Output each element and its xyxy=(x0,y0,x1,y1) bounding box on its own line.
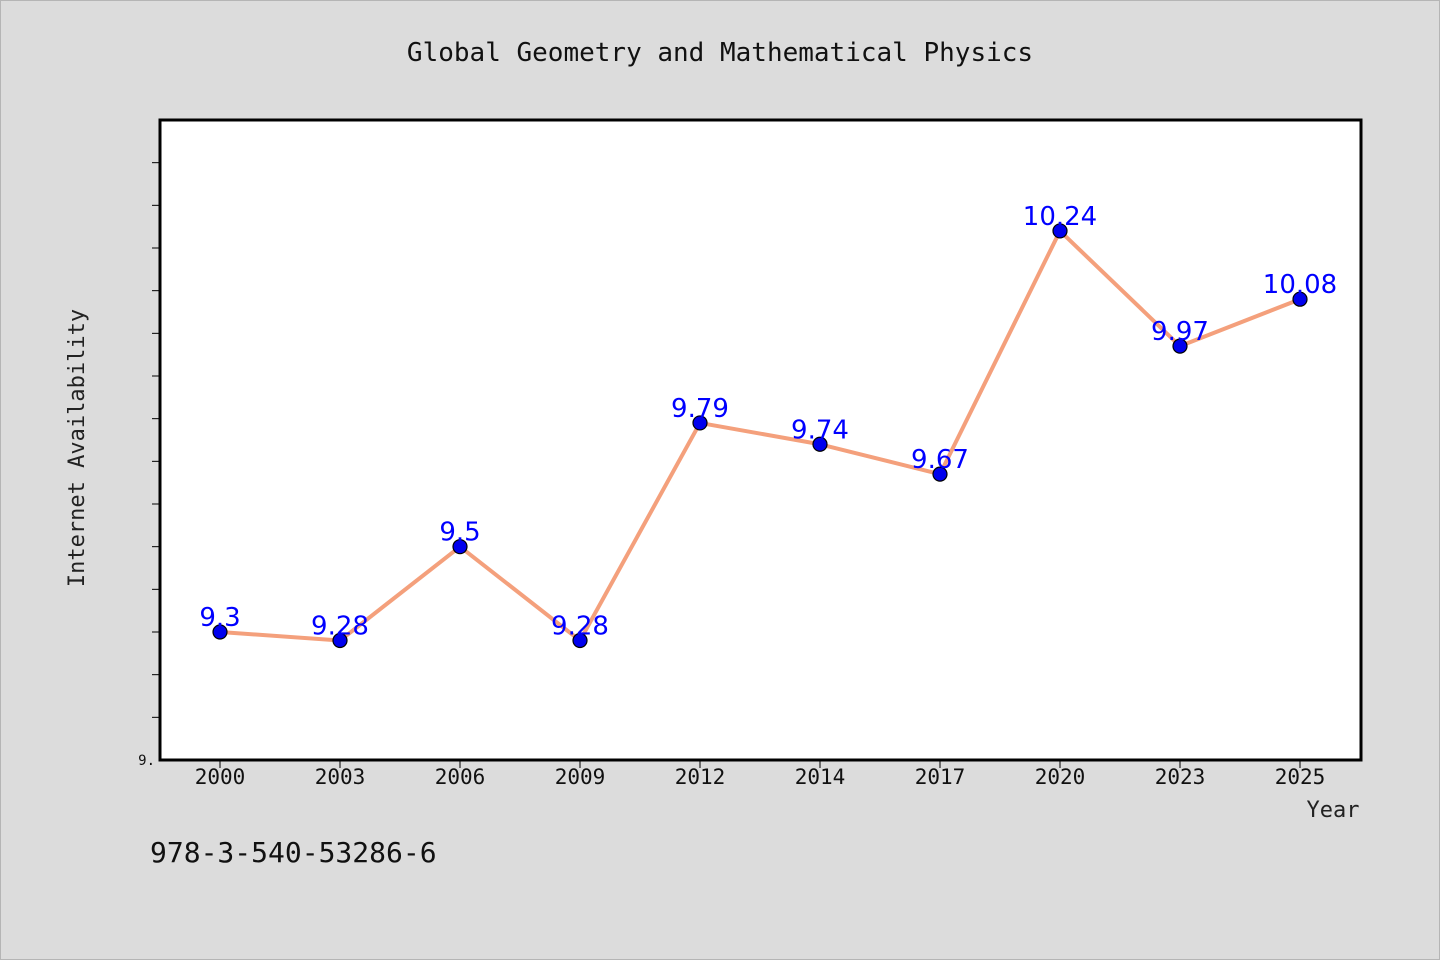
data-markers xyxy=(212,223,1308,649)
y-tick-label: 9. xyxy=(138,753,155,769)
x-tick-label: 2025 xyxy=(1275,765,1326,789)
data-label: 9.28 xyxy=(311,612,369,642)
data-label: 9.3 xyxy=(199,603,240,633)
x-tick-label: 2006 xyxy=(435,765,486,789)
x-axis-ticks: 2000 2003 2006 2009 2012 2014 2017 2020 2023 2025 xyxy=(195,760,1326,789)
data-point xyxy=(572,632,588,649)
x-tick-label: 2000 xyxy=(195,765,246,789)
data-point xyxy=(932,466,948,482)
x-axis-label: Year xyxy=(1307,798,1360,823)
x-tick-label: 2009 xyxy=(555,765,606,789)
y-axis-label: Internet Availability xyxy=(65,309,90,587)
data-point xyxy=(1052,223,1068,239)
data-point xyxy=(812,436,828,452)
x-tick-label: 2012 xyxy=(675,765,726,789)
data-point xyxy=(692,415,708,431)
x-tick-label: 2023 xyxy=(1155,765,1206,789)
series-line xyxy=(219,228,1301,643)
x-tick-label: 2003 xyxy=(315,765,366,789)
data-labels: 9.3 9.28 9.5 9.28 9.79 9.74 9.67 10.24 9.97 10.08 xyxy=(199,202,1337,642)
data-point xyxy=(212,624,228,640)
x-tick-label: 2014 xyxy=(795,765,846,789)
data-label: 10.24 xyxy=(1023,202,1097,232)
isbn-text: 978-3-540-53286-6 xyxy=(150,836,437,869)
x-tick-label: 2017 xyxy=(915,765,966,789)
chart-title: Global Geometry and Mathematical Physics xyxy=(407,38,1033,68)
plot-area xyxy=(160,120,1361,760)
data-label: 9.74 xyxy=(791,415,849,445)
data-point xyxy=(1172,338,1188,354)
data-point xyxy=(452,539,468,555)
data-label: 9.28 xyxy=(551,612,609,642)
plot-frame xyxy=(158,118,1363,762)
data-label: 9.5 xyxy=(439,518,480,548)
data-label: 9.67 xyxy=(911,445,969,475)
data-label: 10.08 xyxy=(1263,270,1337,300)
data-point xyxy=(1292,291,1308,307)
y-axis-ticks: 9. xyxy=(138,162,160,769)
data-label: 9.97 xyxy=(1151,317,1209,347)
data-label: 9.79 xyxy=(671,394,729,424)
data-point xyxy=(332,632,348,649)
x-tick-label: 2020 xyxy=(1035,765,1086,789)
